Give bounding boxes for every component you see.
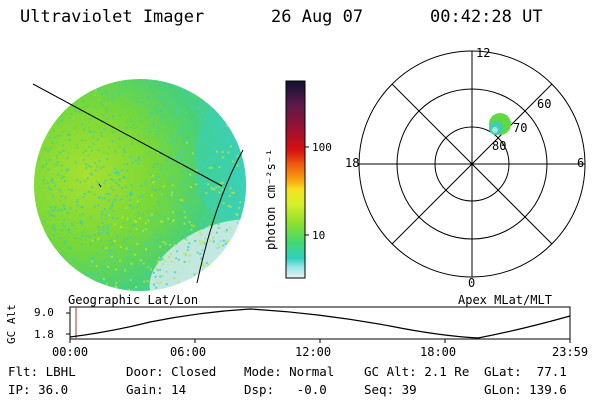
colorbar-tick-100: 100 [312,141,332,154]
status-dsp: Dsp: -0.0 [244,382,327,397]
status-gc-alt: GC Alt: 2.1 Re [364,364,470,379]
status-mode: Mode: Normal [244,364,335,379]
mlt-label-0: 0 [468,276,476,290]
earth-image [32,79,246,291]
colorbar-tick-10: 10 [312,229,326,242]
date-label: 26 Aug 07 [271,7,364,27]
mlt-label-18: 18 [345,156,360,170]
mlat-label-80: 80 [492,139,507,153]
terminator-line [32,83,223,187]
status-glat: GLat: 77.1 [484,364,567,379]
x-tick-1200: 12:00 [295,345,332,359]
instrument-title: Ultraviolet Imager [20,7,205,27]
x-tick-1800: 18:00 [420,345,457,359]
status-seq: Seq: 39 [364,382,417,397]
y-tick-1-8: 1.8 [34,328,54,341]
status-flt: Flt: LBHL [8,364,76,379]
time-label: 00:42:28 UT [430,7,543,27]
x-tick-0000: 00:00 [52,345,89,359]
timeline-plot [66,306,571,343]
x-tick-0600: 06:00 [170,345,207,359]
apex-label: Apex MLat/MLT [458,293,552,307]
limb-arc [196,149,244,284]
colorbar [285,80,309,279]
status-glon: GLon: 139.6 [484,382,567,397]
aurora-spot [489,113,511,135]
mlt-label-12: 12 [476,46,491,60]
mlt-label-6: 6 [577,156,585,170]
gc-alt-axis-title: GC Alt [5,304,18,344]
colorbar-unit-label: photon cm⁻²s⁻¹ [264,148,278,250]
y-tick-9: 9.0 [34,306,54,319]
mlat-label-60: 60 [537,97,552,111]
geographic-label: Geographic Lat/Lon [68,293,199,307]
mlat-label-70: 70 [513,121,528,135]
x-tick-2359: 23:59 [552,345,589,359]
polar-plot [358,50,586,278]
status-ip: IP: 36.0 [8,382,69,397]
altitude-curve [69,308,571,339]
status-gain: Gain: 14 [126,382,187,397]
status-door: Door: Closed [126,364,217,379]
